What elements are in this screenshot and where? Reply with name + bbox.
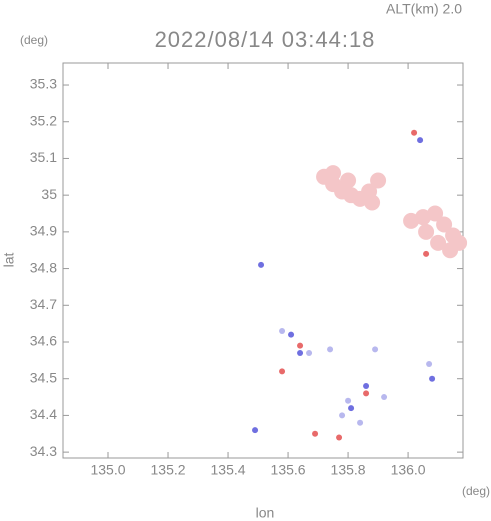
echo-point bbox=[411, 129, 418, 136]
altitude-header: ALT(km) 2.0 bbox=[386, 1, 462, 17]
x-tick-label: 135.0 bbox=[90, 462, 125, 478]
x-axis-label: lon bbox=[256, 505, 275, 521]
y-tick-label: 34.8 bbox=[30, 259, 57, 275]
echo-point bbox=[312, 430, 319, 437]
y-tick-label: 35.1 bbox=[30, 149, 57, 165]
echo-point bbox=[357, 419, 364, 426]
y-tick-label: 35.2 bbox=[30, 112, 57, 128]
echo-point bbox=[372, 346, 379, 353]
echo-point bbox=[370, 172, 387, 189]
echo-point bbox=[429, 375, 436, 382]
chart-title: 2022/08/14 03:44:18 bbox=[155, 27, 376, 52]
echo-point bbox=[288, 331, 295, 338]
echo-point bbox=[364, 194, 381, 211]
echo-point bbox=[345, 397, 352, 404]
echo-point bbox=[430, 234, 447, 251]
echo-point bbox=[363, 390, 370, 397]
echo-point bbox=[403, 212, 420, 229]
echo-point bbox=[297, 342, 304, 349]
echo-point bbox=[423, 250, 430, 257]
echo-point bbox=[442, 242, 459, 259]
echo-point bbox=[348, 405, 355, 412]
x-tick-label: 135.4 bbox=[211, 462, 246, 478]
echo-point bbox=[340, 172, 357, 189]
echo-point bbox=[417, 137, 424, 144]
echo-point bbox=[252, 427, 259, 434]
echo-point bbox=[415, 209, 432, 226]
echo-point bbox=[279, 327, 286, 334]
y-tick-label: 35.3 bbox=[30, 76, 57, 92]
y-tick-label: 34.3 bbox=[30, 443, 57, 459]
x-tick-label: 135.8 bbox=[331, 462, 366, 478]
echo-point bbox=[426, 361, 433, 368]
y-tick-label: 34.6 bbox=[30, 333, 57, 349]
y-tick-label: 34.7 bbox=[30, 296, 57, 312]
x-tick-label: 135.2 bbox=[151, 462, 186, 478]
echo-point bbox=[327, 346, 334, 353]
x-tick-label: 135.6 bbox=[271, 462, 306, 478]
echo-point bbox=[258, 261, 265, 268]
echo-point bbox=[279, 368, 286, 375]
y-tick-label: 35 bbox=[41, 186, 57, 202]
echo-point bbox=[436, 216, 453, 233]
y-axis-label: lat bbox=[1, 253, 17, 268]
y-unit: (deg) bbox=[20, 33, 48, 47]
y-tick-label: 34.9 bbox=[30, 223, 57, 239]
y-tick-label: 34.4 bbox=[30, 406, 57, 422]
echo-point bbox=[427, 205, 444, 222]
echo-point bbox=[325, 165, 342, 182]
echo-point bbox=[381, 394, 388, 401]
x-unit: (deg) bbox=[462, 484, 490, 498]
x-tick-label: 136.0 bbox=[391, 462, 426, 478]
echo-point bbox=[363, 383, 370, 390]
echo-point bbox=[297, 350, 304, 357]
y-tick-label: 34.5 bbox=[30, 369, 57, 385]
echo-point bbox=[339, 412, 346, 419]
echo-point bbox=[306, 350, 313, 357]
echo-point bbox=[418, 223, 435, 240]
echo-point bbox=[336, 434, 343, 441]
plot-frame bbox=[62, 62, 464, 459]
